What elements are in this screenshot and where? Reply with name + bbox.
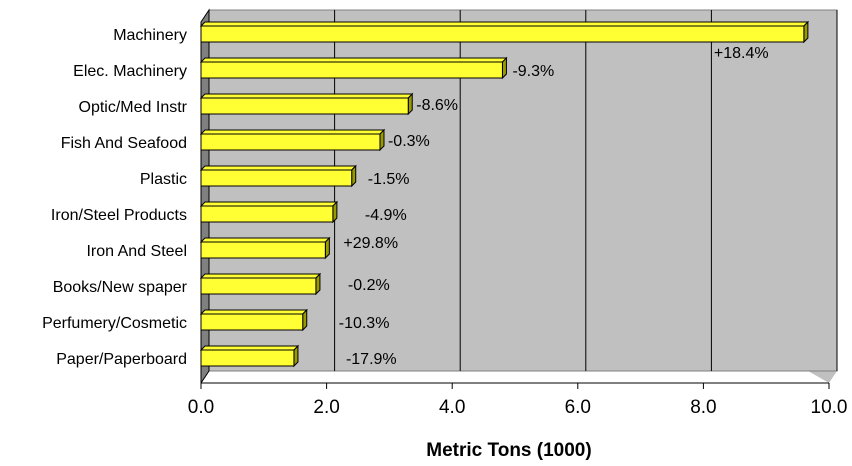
data-label: +29.8% <box>343 235 398 252</box>
bar-end <box>407 92 413 116</box>
bar <box>199 128 386 152</box>
bar-front <box>200 241 326 259</box>
bar-front <box>200 25 805 43</box>
bar <box>199 20 810 44</box>
bar <box>199 344 300 368</box>
category-label: Plastic <box>140 171 187 188</box>
bar-top <box>199 57 508 63</box>
bar-end <box>803 20 809 44</box>
bar-front <box>200 349 295 367</box>
bar <box>199 92 414 116</box>
category-label: Fish And Seafood <box>61 135 187 152</box>
bar-front <box>200 313 304 331</box>
x-tick-label: 0.0 <box>188 397 214 418</box>
x-tick-label: 6.0 <box>565 397 591 418</box>
bar <box>199 272 322 296</box>
x-tick-label: 4.0 <box>439 397 465 418</box>
bar-end <box>293 344 299 368</box>
x-tick-label: 8.0 <box>690 397 716 418</box>
data-label: -8.6% <box>416 97 458 114</box>
x-axis: 0.0 2.0 4.0 6.0 8.0 10.0 <box>188 382 848 418</box>
bar-front <box>200 61 503 79</box>
bar-top <box>199 345 300 351</box>
data-label: -0.3% <box>388 133 430 150</box>
data-label: -17.9% <box>346 351 397 368</box>
bar-end <box>302 308 308 332</box>
bar-top <box>199 21 810 27</box>
bar-front <box>200 97 409 115</box>
category-label: Books/New spaper <box>53 279 188 296</box>
bar-end <box>501 56 507 80</box>
bar-top <box>199 129 386 135</box>
data-label: -0.2% <box>348 277 390 294</box>
data-label: -4.9% <box>365 207 407 224</box>
x-tick-label: 2.0 <box>313 397 339 418</box>
x-axis-title: Metric Tons (1000) <box>426 440 591 461</box>
data-label: +18.4% <box>714 45 769 62</box>
bar-top <box>199 273 322 279</box>
bar <box>199 236 331 260</box>
data-label: -10.3% <box>339 315 390 332</box>
category-label: Optic/Med Instr <box>79 99 188 116</box>
bar-end <box>315 272 321 296</box>
category-label: Perfumery/Cosmetic <box>42 315 187 332</box>
data-label: -1.5% <box>368 171 410 188</box>
bar-end <box>351 164 357 188</box>
bar-end <box>332 200 338 224</box>
bar <box>199 308 308 332</box>
bar-front <box>200 277 317 295</box>
data-label: -9.3% <box>512 63 554 80</box>
category-labels: Machinery Elec. Machinery Optic/Med Instr F… <box>42 27 188 368</box>
bar <box>199 56 508 80</box>
bar-end <box>379 128 385 152</box>
category-label: Iron And Steel <box>86 243 187 260</box>
bar-top <box>199 201 339 207</box>
category-label: Paper/Paperboard <box>56 351 187 368</box>
bar-top <box>199 165 357 171</box>
bar <box>199 200 339 224</box>
bar-front <box>200 133 381 151</box>
category-label: Machinery <box>113 27 187 44</box>
bar-top <box>199 309 308 315</box>
bar-top <box>199 237 331 243</box>
data-labels: +18.4% -9.3% -8.6% -0.3% -1.5% -4.9% +29.8% -0.… <box>339 45 769 368</box>
bar-top <box>199 93 414 99</box>
bars <box>199 20 810 368</box>
category-label: Iron/Steel Products <box>51 207 187 224</box>
category-label: Elec. Machinery <box>73 63 187 80</box>
bar-front <box>200 169 353 187</box>
bar <box>199 164 357 188</box>
bar-end <box>324 236 330 260</box>
bar-front <box>200 205 334 223</box>
x-tick-label: 10.0 <box>811 397 848 418</box>
